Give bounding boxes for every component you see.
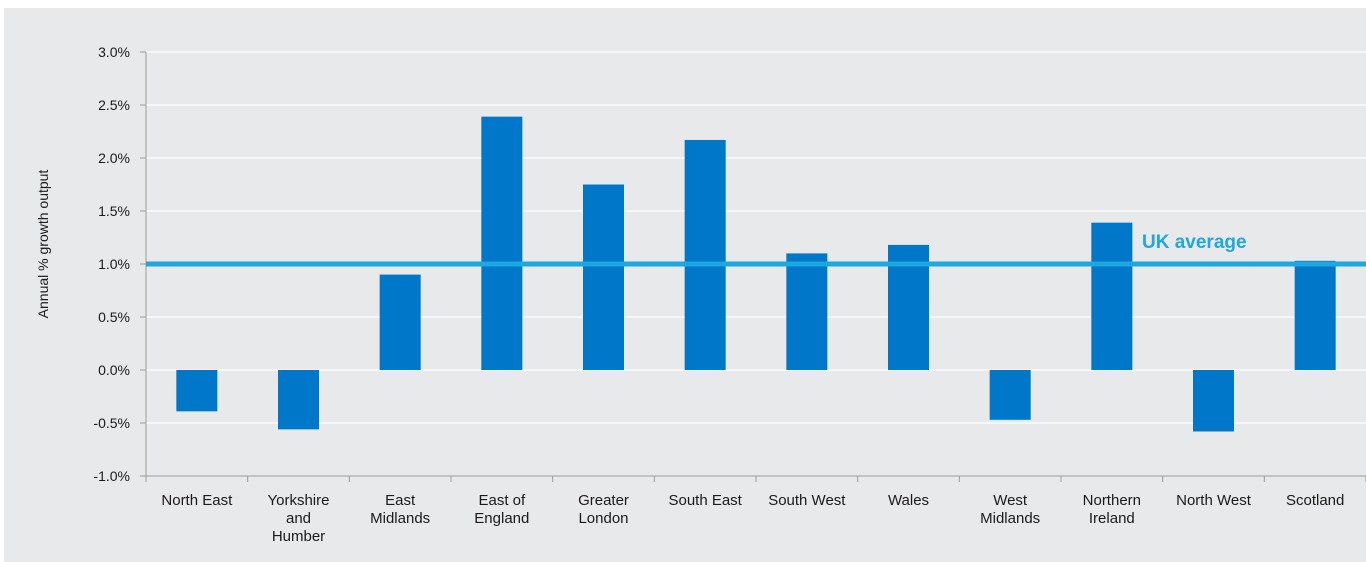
bar: [176, 370, 218, 412]
x-category-label: Wales: [888, 492, 929, 509]
bar: [684, 139, 726, 370]
x-category-label: North East: [161, 492, 233, 509]
x-category-label: North West: [1176, 492, 1252, 509]
y-tick-label: -0.5%: [93, 415, 130, 431]
bar: [278, 370, 319, 430]
bar: [786, 253, 828, 370]
x-category-label: South East: [668, 492, 742, 509]
axes: [140, 51, 1366, 482]
bar: [481, 116, 523, 370]
bar: [1294, 260, 1336, 370]
y-tick-label: 0.5%: [98, 309, 130, 325]
uk-average-reference: UK average: [146, 232, 1366, 267]
bar: [989, 370, 1031, 420]
bar: [379, 274, 421, 370]
x-category-label: Northern Ireland: [1083, 492, 1141, 527]
y-tick-label: 0.0%: [98, 362, 130, 378]
y-tick-label: -1.0%: [93, 468, 130, 484]
x-category-label: East Midlands: [370, 492, 430, 527]
y-tick-label: 2.5%: [98, 97, 130, 113]
chart-panel: -1.0% -0.5% 0.0% 0.5% 1.0% 1.5% 2.0% 2.5% 3.0% N…: [4, 8, 1366, 562]
x-category-label: South West: [768, 492, 846, 509]
bars: [176, 116, 1336, 432]
bar: [1193, 370, 1234, 432]
uk-average-label: UK average: [1142, 232, 1247, 253]
x-category-label: Greater London: [578, 492, 629, 527]
y-tick-labels: -1.0% -0.5% 0.0% 0.5% 1.0% 1.5% 2.0% 2.5% 3.0%: [93, 44, 130, 484]
y-tick-label: 2.0%: [98, 150, 130, 166]
y-axis-title: Annual % growth output: [35, 170, 51, 319]
y-tick-label: 1.0%: [98, 256, 130, 272]
bar-chart: -1.0% -0.5% 0.0% 0.5% 1.0% 1.5% 2.0% 2.5% 3.0% N…: [35, 44, 1366, 545]
x-category-label: West Midlands: [980, 492, 1040, 527]
y-tick-label: 1.5%: [98, 203, 130, 219]
bar: [583, 184, 624, 370]
x-category-label: Scotland: [1286, 492, 1344, 509]
x-category-label: East of England: [474, 492, 529, 527]
bar: [1091, 222, 1133, 370]
x-category-labels: North East Yorkshire and Humber East Midlands…: [161, 492, 1344, 545]
x-category-label: Yorkshire and Humber: [268, 492, 330, 545]
y-tick-label: 3.0%: [98, 44, 130, 60]
